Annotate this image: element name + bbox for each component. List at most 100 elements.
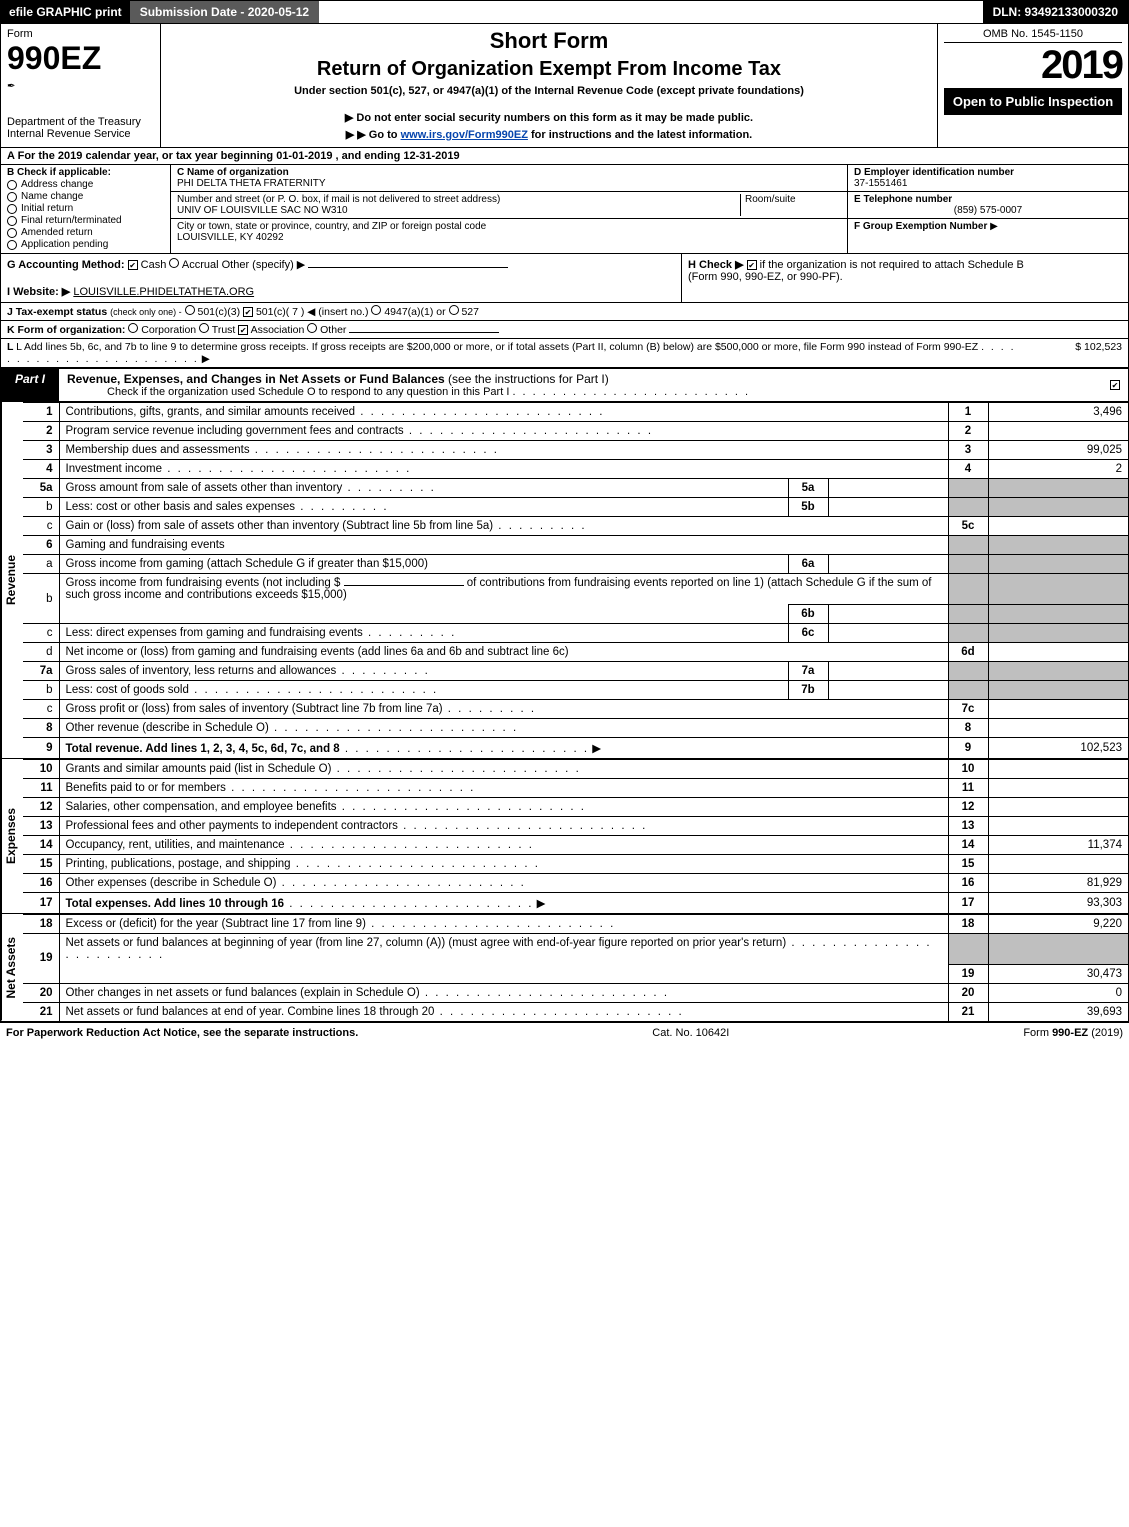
table-row: 15 Printing, publications, postage, and … bbox=[23, 855, 1128, 874]
line5a-input[interactable] bbox=[828, 479, 948, 498]
line12-amount bbox=[988, 798, 1128, 817]
line7b-input[interactable] bbox=[828, 681, 948, 700]
initial-return-radio[interactable] bbox=[7, 204, 17, 214]
j-527-radio[interactable] bbox=[449, 305, 459, 315]
line21-amount: 39,693 bbox=[988, 1002, 1128, 1021]
b-item-label: Address change bbox=[21, 179, 93, 190]
amended-return-radio[interactable] bbox=[7, 228, 17, 238]
line11-amount bbox=[988, 779, 1128, 798]
j-501c-checkbox[interactable] bbox=[243, 307, 253, 317]
goto-note: ▶ Go to www.irs.gov/Form990EZ for instru… bbox=[169, 126, 929, 143]
e-phone-label: E Telephone number bbox=[854, 194, 1122, 205]
line7c-amount bbox=[988, 700, 1128, 719]
h-label: H Check ▶ bbox=[688, 259, 744, 271]
expenses-side-label: Expenses bbox=[1, 759, 23, 913]
efile-print-button[interactable]: efile GRAPHIC print bbox=[1, 1, 130, 23]
line5b-input[interactable] bbox=[828, 498, 948, 517]
line6d-amount bbox=[988, 643, 1128, 662]
application-pending-radio[interactable] bbox=[7, 240, 17, 250]
b-item-label: Amended return bbox=[21, 227, 93, 238]
cash-checkbox[interactable] bbox=[128, 260, 138, 270]
tax-year: 2019 bbox=[944, 43, 1122, 88]
irs-label: Internal Revenue Service bbox=[7, 128, 154, 140]
part1-header: Part I Revenue, Expenses, and Changes in… bbox=[1, 367, 1128, 401]
k-trust-radio[interactable] bbox=[199, 323, 209, 333]
table-row: b Gross income from fundraising events (… bbox=[23, 574, 1128, 605]
h-text3: (Form 990, 990-EZ, or 990-PF). bbox=[688, 271, 843, 283]
line19-amount: 30,473 bbox=[988, 964, 1128, 983]
j-line: J Tax-exempt status (check only one) - 5… bbox=[1, 302, 1128, 320]
under-section-text: Under section 501(c), 527, or 4947(a)(1)… bbox=[169, 85, 929, 97]
line5c-amount bbox=[988, 517, 1128, 536]
c-name-label: C Name of organization bbox=[177, 167, 841, 178]
page-footer: For Paperwork Reduction Act Notice, see … bbox=[0, 1022, 1129, 1043]
table-row: 2 Program service revenue including gove… bbox=[23, 422, 1128, 441]
expenses-section: Expenses 10 Grants and similar amounts p… bbox=[1, 758, 1128, 913]
ssn-note: Do not enter social security numbers on … bbox=[169, 109, 929, 126]
form-number: 990EZ bbox=[7, 40, 154, 77]
submission-date-label: Submission Date - 2020-05-12 bbox=[130, 1, 319, 23]
table-row: 14 Occupancy, rent, utilities, and maint… bbox=[23, 836, 1128, 855]
table-row: 13 Professional fees and other payments … bbox=[23, 817, 1128, 836]
line10-amount bbox=[988, 760, 1128, 779]
g-label: G Accounting Method: bbox=[7, 259, 125, 271]
table-row: 8 Other revenue (describe in Schedule O)… bbox=[23, 719, 1128, 738]
line6a-input[interactable] bbox=[828, 555, 948, 574]
form-header: Form 990EZ ✒ Department of the Treasury … bbox=[1, 24, 1128, 147]
c-city-label: City or town, state or province, country… bbox=[177, 221, 841, 232]
k-line: K Form of organization: Corporation Trus… bbox=[1, 320, 1128, 338]
line3-amount: 99,025 bbox=[988, 441, 1128, 460]
revenue-table: 1 Contributions, gifts, grants, and simi… bbox=[23, 402, 1128, 758]
j-4947-radio[interactable] bbox=[371, 305, 381, 315]
website-value[interactable]: LOUISVILLE.PHIDELTATHETA.ORG bbox=[73, 286, 254, 298]
j-501c3-radio[interactable] bbox=[185, 305, 195, 315]
table-row: d Net income or (loss) from gaming and f… bbox=[23, 643, 1128, 662]
address-change-radio[interactable] bbox=[7, 180, 17, 190]
line20-amount: 0 bbox=[988, 983, 1128, 1002]
name-change-radio[interactable] bbox=[7, 192, 17, 202]
table-row: 17 Total expenses. Add lines 10 through … bbox=[23, 893, 1128, 914]
net-assets-section: Net Assets 18 Excess or (deficit) for th… bbox=[1, 913, 1128, 1021]
h-text2: if the organization is not required to a… bbox=[760, 259, 1024, 271]
revenue-section: Revenue 1 Contributions, gifts, grants, … bbox=[1, 401, 1128, 758]
table-row: 11 Benefits paid to or for members 11 bbox=[23, 779, 1128, 798]
room-suite-label: Room/suite bbox=[741, 194, 841, 216]
table-row: 6b bbox=[23, 605, 1128, 624]
l-amount: $ 102,523 bbox=[1022, 341, 1122, 365]
k-assoc-checkbox[interactable] bbox=[238, 325, 248, 335]
table-row: a Gross income from gaming (attach Sched… bbox=[23, 555, 1128, 574]
table-row: b Less: cost or other basis and sales ex… bbox=[23, 498, 1128, 517]
d-ein-label: D Employer identification number bbox=[854, 167, 1122, 178]
line16-amount: 81,929 bbox=[988, 874, 1128, 893]
table-row: 19 30,473 bbox=[23, 964, 1128, 983]
line6b-input[interactable] bbox=[828, 605, 948, 624]
line15-amount bbox=[988, 855, 1128, 874]
footer-left: For Paperwork Reduction Act Notice, see … bbox=[6, 1027, 358, 1039]
footer-form: Form 990-EZ (2019) bbox=[1023, 1027, 1123, 1039]
org-street: UNIV OF LOUISVILLE SAC NO W310 bbox=[177, 205, 736, 216]
table-row: 12 Salaries, other compensation, and emp… bbox=[23, 798, 1128, 817]
net-assets-table: 18 Excess or (deficit) for the year (Sub… bbox=[23, 914, 1128, 1021]
part1-sched-o-checkbox[interactable] bbox=[1110, 380, 1120, 390]
form-frame: Form 990EZ ✒ Department of the Treasury … bbox=[0, 24, 1129, 1022]
line6c-input[interactable] bbox=[828, 624, 948, 643]
line7a-input[interactable] bbox=[828, 662, 948, 681]
line1-amount: 3,496 bbox=[988, 403, 1128, 422]
table-row: c Gain or (loss) from sale of assets oth… bbox=[23, 517, 1128, 536]
final-return-radio[interactable] bbox=[7, 216, 17, 226]
l-line: L L Add lines 5b, 6c, and 7b to line 9 t… bbox=[1, 338, 1128, 367]
accrual-radio[interactable] bbox=[169, 258, 179, 268]
h-checkbox[interactable] bbox=[747, 260, 757, 270]
k-corp-radio[interactable] bbox=[128, 323, 138, 333]
omb-number: OMB No. 1545-1150 bbox=[944, 26, 1122, 43]
identity-block: B Check if applicable: Address change Na… bbox=[1, 164, 1128, 253]
open-to-public: Open to Public Inspection bbox=[944, 88, 1122, 115]
table-row: 7a Gross sales of inventory, less return… bbox=[23, 662, 1128, 681]
table-row: 5a Gross amount from sale of assets othe… bbox=[23, 479, 1128, 498]
line-a-tax-year: A For the 2019 calendar year, or tax yea… bbox=[1, 147, 1128, 164]
irs-link[interactable]: www.irs.gov/Form990EZ bbox=[401, 129, 528, 141]
k-other-radio[interactable] bbox=[307, 323, 317, 333]
b-item-label: Initial return bbox=[21, 203, 73, 214]
line8-amount bbox=[988, 719, 1128, 738]
part1-title: Revenue, Expenses, and Changes in Net As… bbox=[67, 372, 445, 386]
